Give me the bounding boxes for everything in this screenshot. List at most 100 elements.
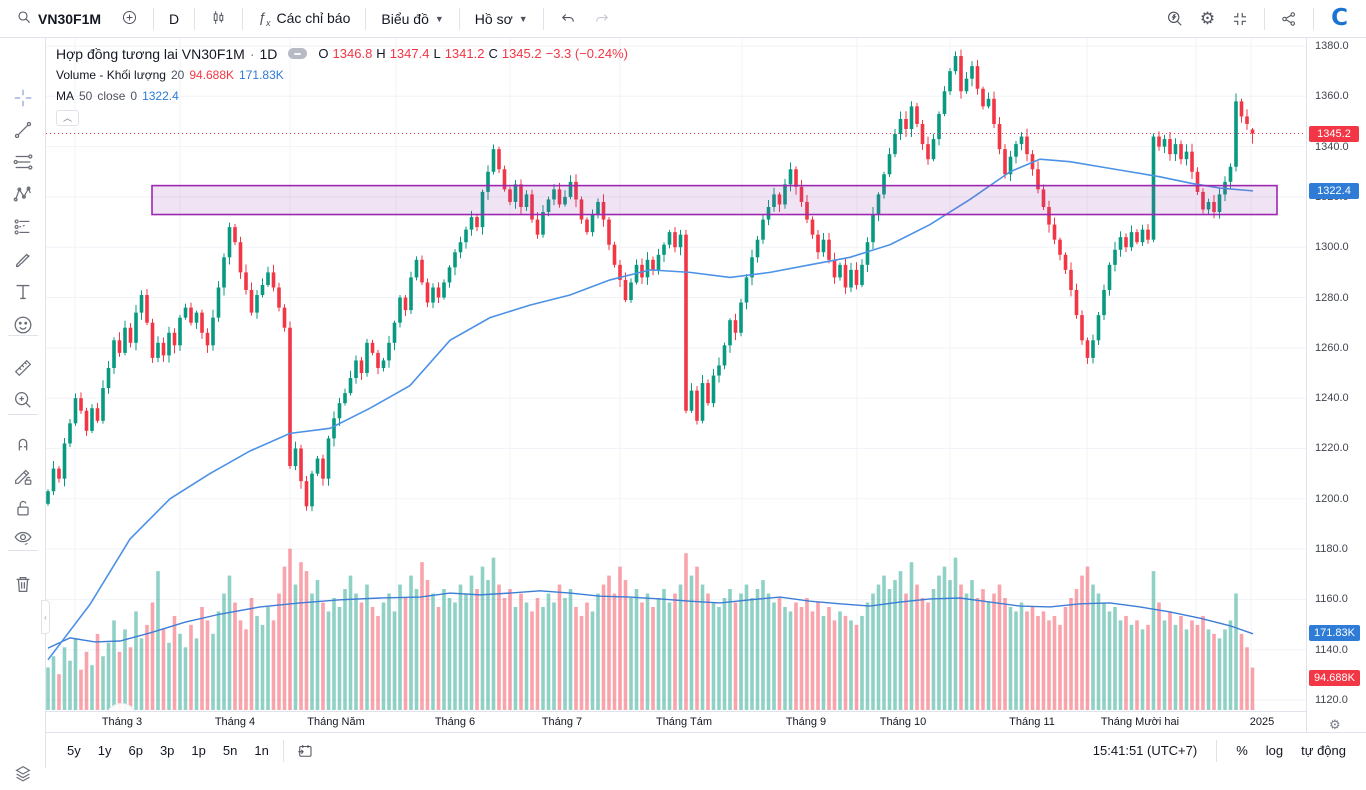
object-tree-tool[interactable]	[7, 758, 39, 790]
volume-bars	[46, 548, 1255, 710]
range-button-3p[interactable]: 3p	[159, 743, 175, 758]
percent-scale-button[interactable]: %	[1236, 743, 1248, 758]
settings-button[interactable]: ⚙	[1192, 5, 1223, 33]
brush-tool[interactable]	[7, 244, 39, 276]
time-axis[interactable]: Tháng 3 Tháng 4 Tháng Năm Tháng 6 Tháng 7 Thá…	[46, 711, 1306, 732]
symbol-name: VN30F1M	[38, 10, 102, 27]
sidebar-separator	[8, 335, 38, 336]
clock-label[interactable]: 15:41:51 (UTC+7)	[1092, 743, 1198, 758]
candlestick-chart[interactable]	[46, 38, 1306, 711]
remove-objects-tool[interactable]	[7, 568, 39, 600]
last-price-badge: 1345.2	[1309, 125, 1359, 142]
toolbar-divider	[242, 7, 244, 30]
toolbar-divider	[365, 7, 367, 30]
range-buttons: 5y 1y 6p 3p 1p 5n 1n	[60, 740, 276, 761]
fullscreen-icon	[1231, 10, 1249, 28]
chart-style-button[interactable]	[202, 5, 235, 33]
toolbar-divider	[542, 7, 544, 30]
chart-menu-button[interactable]: Biểu đồ ▼	[373, 7, 451, 31]
chart-pane[interactable]: Hợp đồng tương lai VN30F1M · 1D O 1346.8 …	[46, 38, 1306, 736]
fullscreen-button[interactable]	[1223, 6, 1257, 32]
broker-logo[interactable]: C	[1331, 4, 1348, 31]
candles-layer	[46, 49, 1255, 512]
time-axis-label: Tháng 4	[214, 716, 256, 728]
indicators-button[interactable]: ƒx Các chỉ báo	[250, 5, 358, 32]
toolbar-divider	[282, 739, 284, 762]
range-button-6p[interactable]: 6p	[128, 743, 143, 758]
range-button-5n[interactable]: 5n	[222, 743, 238, 758]
chart-menu-label: Biểu đồ	[381, 10, 429, 27]
log-scale-button[interactable]: log	[1265, 743, 1284, 758]
compare-add-button[interactable]	[113, 5, 146, 33]
bottom-toolbar: 5y 1y 6p 3p 1p 5n 1n 15:41:51 (UTC+7) % log tự…	[46, 732, 1366, 768]
volume-current-badge: 94.688K	[1309, 669, 1360, 686]
interval-title[interactable]: 1D	[259, 45, 278, 62]
legend-collapse-button[interactable]: ︿	[56, 110, 79, 126]
axis-settings-gear-icon[interactable]: ⚙	[1329, 718, 1341, 733]
goto-date-button[interactable]	[291, 739, 319, 763]
undo-button[interactable]	[551, 6, 585, 32]
xabcd-pattern-tool[interactable]	[7, 178, 39, 210]
range-button-5y[interactable]: 5y	[67, 743, 81, 758]
price-tick: 1340.0	[1315, 140, 1349, 153]
range-button-1y[interactable]: 1y	[97, 743, 112, 758]
change-value: −3.3 (−0.24%)	[545, 46, 628, 61]
drawing-toolbar	[0, 38, 46, 782]
profile-menu-button[interactable]: Hồ sơ ▼	[467, 7, 536, 31]
emoji-tool[interactable]	[7, 309, 39, 341]
crosshair-tool[interactable]	[7, 82, 39, 114]
sidebar-separator	[8, 414, 38, 415]
lock-all-tool[interactable]	[7, 492, 39, 524]
price-tick: 1360.0	[1315, 90, 1349, 103]
candles-style-icon	[210, 9, 227, 29]
volume-ma-length: 20	[170, 67, 185, 82]
time-axis-label: Tháng 7	[541, 716, 583, 728]
price-axis[interactable]: 1345.2 1322.4 171.83K 94.688K ⚙ 1380.0 13…	[1306, 38, 1366, 733]
ohlc-values: O 1346.8 H 1347.4 L 1341.2 C 1345.2 −3.3 (−0…	[318, 46, 628, 61]
symbol-title[interactable]: Hợp đồng tương lai VN30F1M	[56, 45, 245, 62]
redo-icon	[593, 10, 611, 28]
fib-retracement-tool[interactable]	[7, 146, 39, 178]
price-tick: 1120.0	[1315, 694, 1348, 706]
ma50-line	[47, 158, 1254, 661]
open-value: 1346.8	[332, 46, 373, 61]
interval-button[interactable]: D	[161, 7, 187, 31]
time-axis-label: 2025	[1249, 716, 1275, 728]
price-tick: 1260.0	[1315, 341, 1349, 354]
time-axis-label: Tháng Mười hai	[1100, 716, 1180, 728]
zoom-in-tool[interactable]	[7, 384, 39, 416]
range-button-1p[interactable]: 1p	[191, 743, 206, 758]
top-toolbar: VN30F1M D ƒx Các chỉ báo Biểu đồ ▼ Hồ sơ…	[0, 0, 1366, 38]
volume-ma-value: 171.83K	[239, 67, 284, 82]
measure-ruler-tool[interactable]	[7, 352, 39, 384]
price-tick: 1300.0	[1315, 241, 1349, 254]
trend-line-tool[interactable]	[7, 114, 39, 146]
auto-scale-button[interactable]: tự động	[1301, 743, 1346, 758]
forecast-tool[interactable]	[7, 210, 39, 242]
calendar-goto-icon	[296, 742, 314, 760]
range-button-1n[interactable]: 1n	[254, 743, 269, 758]
drawn-rectangle[interactable]	[151, 184, 1278, 216]
sidebar-collapse-handle[interactable]: ‹	[41, 600, 50, 634]
quick-search-button[interactable]	[1157, 5, 1192, 32]
time-axis-label: Tháng 11	[1009, 716, 1055, 728]
source-toggle-icon[interactable]	[288, 48, 308, 59]
price-tick: 1380.0	[1315, 40, 1349, 52]
text-tool[interactable]	[7, 276, 39, 308]
redo-button[interactable]	[585, 6, 619, 32]
draw-lock-tool[interactable]	[7, 460, 39, 492]
symbol-search-button[interactable]: VN30F1M	[8, 5, 109, 32]
share-button[interactable]	[1272, 6, 1306, 32]
quick-search-icon	[1165, 9, 1184, 28]
ma-source: close	[97, 88, 126, 103]
hide-all-tool[interactable]	[7, 522, 39, 554]
ma-indicator-label[interactable]: MA	[56, 88, 74, 103]
magnet-tool[interactable]	[7, 428, 39, 460]
volume-indicator-label[interactable]: Volume - Khối lượng	[56, 67, 166, 82]
toolbar-divider	[153, 7, 155, 30]
volume-current-value: 94.688K	[189, 67, 235, 82]
chevron-down-icon: ▼	[518, 13, 528, 24]
volume-ma-line	[47, 590, 1254, 649]
title-separator: ·	[249, 45, 255, 62]
time-axis-label: Tháng 6	[434, 716, 476, 728]
